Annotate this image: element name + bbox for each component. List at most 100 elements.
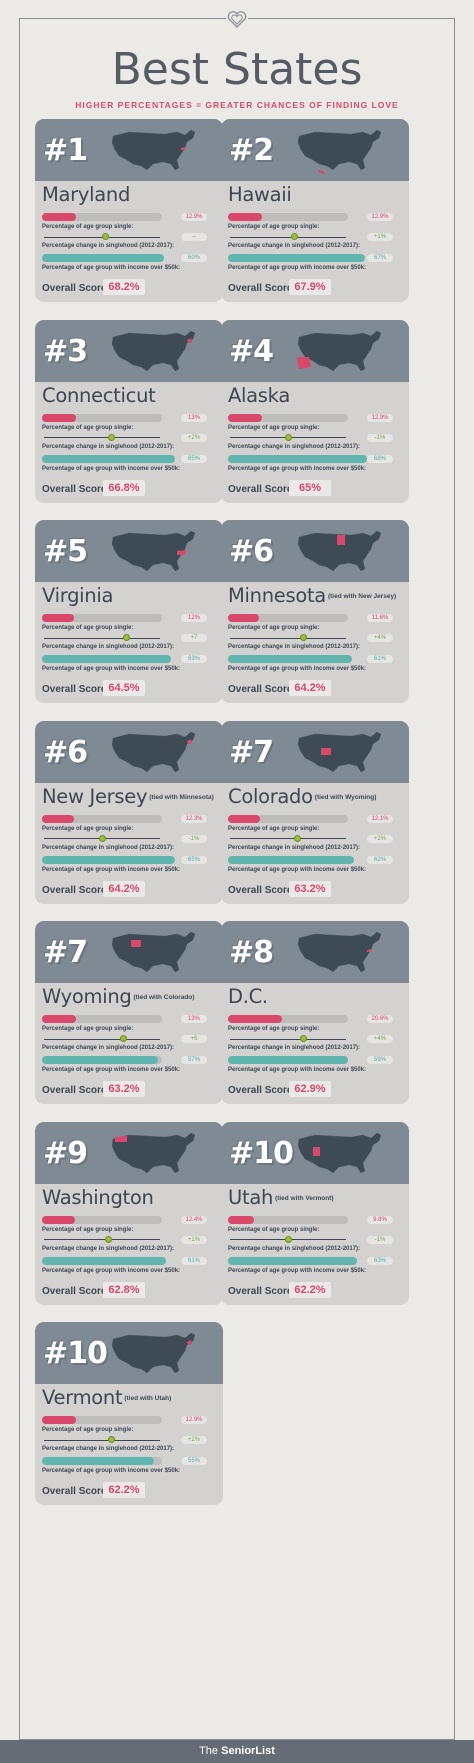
single-bar xyxy=(228,213,348,221)
change-marker xyxy=(105,1235,112,1243)
overall-score-label: Overall Score: xyxy=(228,1285,296,1297)
change-marker xyxy=(108,1436,115,1443)
us-map-icon xyxy=(111,330,196,371)
rank-label: #4 xyxy=(229,333,274,369)
single-label: Percentage of age group single: xyxy=(42,224,134,230)
single-label: Percentage of age group single: xyxy=(228,825,320,832)
change-value: +4% xyxy=(367,634,393,642)
state-name: Washington xyxy=(42,1186,156,1209)
single-bar xyxy=(42,413,162,422)
state-name: Alaska xyxy=(228,384,292,407)
change-marker xyxy=(123,634,130,641)
state-name-text: Alaska xyxy=(228,383,290,407)
state-card: #8 D.C. 20.6% Percentage of age group si… xyxy=(221,921,409,1104)
card-header: #2 xyxy=(221,119,409,181)
single-value: 20.6% xyxy=(367,1015,393,1023)
rank-label: #7 xyxy=(229,734,274,770)
us-map-icon xyxy=(111,530,196,572)
income-label: Percentage of age group with income over… xyxy=(42,1067,181,1073)
change-scale-line xyxy=(44,437,160,438)
change-value: +1% xyxy=(181,1235,207,1244)
income-value: 65% xyxy=(181,855,207,864)
income-label: Percentage of age group with income over… xyxy=(228,265,367,271)
state-name-text: Vermont xyxy=(42,1386,123,1409)
single-value: 12.1% xyxy=(367,814,393,823)
income-bar xyxy=(42,1256,167,1265)
income-bar xyxy=(228,454,367,463)
income-bar-fill xyxy=(228,1056,349,1064)
income-label: Percentage of age group with income over… xyxy=(228,465,367,472)
rank-label: #6 xyxy=(229,534,274,569)
state-name: Wyoming (tied with Colorado) xyxy=(42,985,195,1008)
us-map-icon xyxy=(297,129,382,174)
state-card: #9 Washington 12.4% Percentage of age gr… xyxy=(35,1121,223,1305)
income-bar xyxy=(42,254,165,262)
change-scale-line xyxy=(44,637,160,639)
income-bar-fill xyxy=(228,254,365,262)
rank-label: #9 xyxy=(43,1135,88,1171)
single-label: Percentage of age group single: xyxy=(42,424,134,431)
income-bar xyxy=(228,1256,357,1265)
state-name: Connecticut xyxy=(42,384,157,407)
card-header: #6 xyxy=(35,720,223,783)
state-name-text: Hawaii xyxy=(228,183,292,206)
change-marker xyxy=(285,1235,292,1243)
change-scale xyxy=(230,834,346,843)
single-value: 9.8% xyxy=(367,1215,393,1224)
overall-score-value: 64.2% xyxy=(103,880,145,897)
single-bar xyxy=(228,814,348,823)
us-map-icon xyxy=(111,129,196,171)
change-value: +2% xyxy=(181,433,207,442)
change-scale-line xyxy=(230,236,346,238)
change-scale-line xyxy=(230,838,346,839)
overall-score-value: 67.9% xyxy=(289,279,331,295)
overall-score-value: 62.9% xyxy=(289,1081,331,1097)
change-marker xyxy=(294,834,301,842)
change-value: +4% xyxy=(367,1035,393,1043)
income-value: 57% xyxy=(181,1056,207,1064)
single-label: Percentage of age group single: xyxy=(42,1226,134,1233)
single-bar xyxy=(42,1215,162,1224)
single-bar-fill xyxy=(42,1015,77,1023)
income-bar-fill xyxy=(42,1256,167,1265)
change-marker xyxy=(99,834,106,842)
change-label: Percentage change in singlehood (2012-20… xyxy=(42,844,175,851)
single-value: 11.6% xyxy=(367,614,393,622)
income-bar-fill xyxy=(42,855,175,864)
income-value: 61% xyxy=(181,1256,207,1265)
income-value: 60% xyxy=(181,254,207,262)
income-bar xyxy=(42,655,171,663)
single-bar-fill xyxy=(42,1416,77,1424)
single-value: 12.9% xyxy=(367,413,393,422)
state-card: #10 Utah (tied with Vermont) 9.8% Percent… xyxy=(221,1121,409,1305)
overall-score-label: Overall Score: xyxy=(228,483,296,495)
state-card: #5 Virginia 12% Percentage of age group … xyxy=(35,520,223,703)
change-marker xyxy=(300,634,307,641)
rank-label: #5 xyxy=(43,534,88,569)
income-value: 65% xyxy=(181,454,207,463)
change-scale xyxy=(44,1436,160,1444)
rank-label: #1 xyxy=(43,133,88,168)
income-value: 67% xyxy=(367,254,393,262)
state-name: Minnesota (tied with New Jersey) xyxy=(228,584,396,607)
single-value: 12.3% xyxy=(181,814,207,823)
change-marker xyxy=(291,233,298,240)
single-bar-fill xyxy=(228,614,259,622)
income-bar-fill xyxy=(42,1056,159,1064)
overall-score-label: Overall Score: xyxy=(42,483,110,495)
state-name-text: Colorado xyxy=(228,784,313,808)
footer-brand-prefix: The xyxy=(199,1745,219,1757)
footer-logo: The SeniorList xyxy=(0,1745,474,1757)
footer-brand: SeniorList xyxy=(221,1745,275,1757)
single-label: Percentage of age group single: xyxy=(42,625,134,631)
income-label: Percentage of age group with income over… xyxy=(228,866,367,873)
state-name-text: Virginia xyxy=(42,584,114,607)
change-scale xyxy=(230,1035,346,1043)
single-bar-fill xyxy=(42,1215,75,1224)
change-value: +7 xyxy=(181,634,207,642)
single-bar-fill xyxy=(228,413,263,422)
state-name: Utah (tied with Vermont) xyxy=(228,1186,334,1209)
state-name: D.C. xyxy=(228,985,270,1008)
change-scale xyxy=(44,233,160,241)
single-label: Percentage of age group single: xyxy=(228,224,320,230)
